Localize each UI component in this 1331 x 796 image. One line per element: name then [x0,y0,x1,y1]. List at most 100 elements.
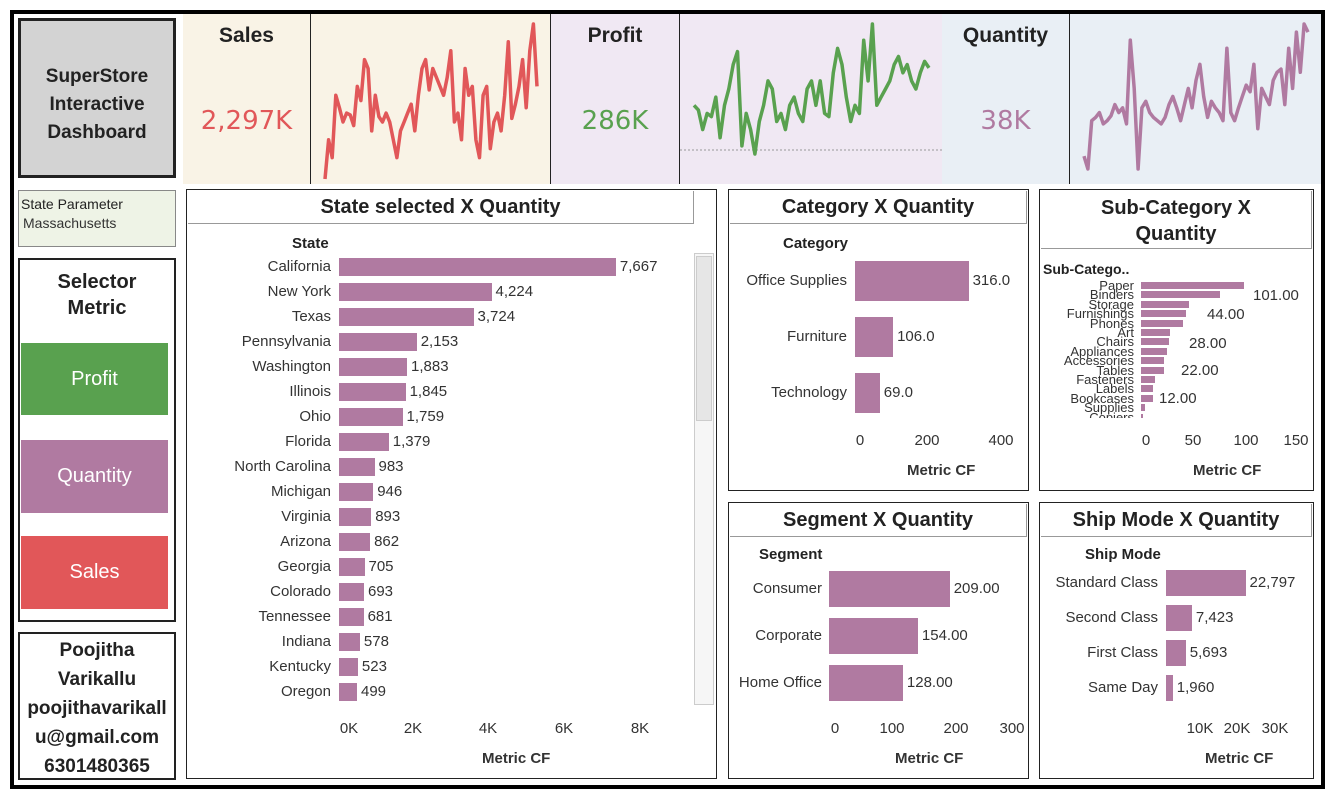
bar[interactable] [1141,357,1164,365]
bar[interactable] [1166,570,1246,596]
dashboard-title-line2: Interactive [49,94,145,115]
kpi-profit-card: Profit 286K [550,14,679,184]
selector-title-line1: Selector [57,271,137,293]
data-label: 2,153 [420,333,459,350]
bar[interactable] [829,618,918,654]
data-label: 128.00 [906,674,953,691]
row-label: Pennsylvania [241,333,331,350]
row-label: Tables [1096,362,1134,378]
bar[interactable] [339,633,360,651]
state-parameter-box[interactable]: State Parameter Massachusetts [18,190,176,247]
bar[interactable] [1166,640,1186,666]
shipmode-axis-title: Metric CF [1205,750,1274,767]
row-label: Indiana [281,633,331,650]
subcategory-title-line2: Quantity [1135,223,1217,245]
bar[interactable] [339,608,364,626]
x-tick-label: 10K [1186,720,1214,737]
row-label: Phones [1089,315,1134,331]
author-last-name: Varikallu [57,669,137,690]
bar[interactable] [1166,675,1173,701]
state-parameter-label: State Parameter [21,196,123,212]
kpi-quantity-value: 38K [980,106,1031,136]
bar[interactable] [829,571,950,607]
bar[interactable] [339,433,389,451]
bar[interactable] [339,483,374,501]
x-tick-label: 0 [1141,432,1151,449]
state-chart-scrollbar[interactable] [694,253,714,705]
x-tick-label: 200 [943,720,969,737]
sales-button[interactable]: Sales [21,536,168,609]
bar[interactable] [1141,319,1183,327]
x-tick-label: 0K [339,720,359,737]
bar[interactable] [829,665,903,701]
row-label: Washington [252,358,331,375]
x-tick-label: 150 [1283,432,1309,449]
bar[interactable] [1141,300,1190,308]
subcategory-axis-title: Metric CF [1193,462,1262,479]
bar[interactable] [339,258,616,276]
data-label: 1,379 [392,433,431,450]
bar[interactable] [1141,338,1169,346]
bar[interactable] [339,458,375,476]
bar[interactable] [339,583,364,601]
bar[interactable] [1141,366,1164,374]
bar[interactable] [1141,394,1154,402]
bar[interactable] [1166,605,1192,631]
bar[interactable] [1141,376,1156,383]
bar[interactable] [1141,310,1187,318]
data-label: 7,667 [619,258,658,275]
row-label: Texas [291,308,331,325]
bar[interactable] [339,333,417,351]
data-label: 106.0 [897,328,935,345]
bar[interactable] [855,261,969,301]
data-label: 1,883 [411,358,449,375]
quantity-sparkline [1082,22,1310,171]
row-label: Bookcases [1070,390,1134,406]
row-label: Georgia [277,558,331,575]
row-label: Ohio [299,408,331,425]
bar[interactable] [339,383,406,401]
row-label: Chairs [1096,334,1134,350]
quantity-button[interactable]: Quantity [21,440,168,513]
row-label: Standard Class [1055,574,1158,591]
row-label: Paper [1099,278,1134,293]
bar[interactable] [339,683,357,701]
x-tick-label: 30K [1261,720,1289,737]
bar[interactable] [339,658,358,676]
subcategory-title-line1: Sub-Category X [1100,197,1252,219]
bar[interactable] [855,317,894,357]
bar[interactable] [1141,329,1170,336]
bar[interactable] [1141,347,1167,355]
sales-sparkline [323,22,539,180]
bar[interactable] [1141,404,1146,412]
bar[interactable] [1141,282,1245,289]
data-label: 7,423 [1195,609,1234,626]
bar[interactable] [1141,385,1154,393]
data-label: 946 [377,483,403,500]
data-label: 705 [368,558,394,575]
bar[interactable] [339,358,407,376]
row-label: Furniture [786,328,847,345]
bar[interactable] [339,508,372,526]
state-parameter-value[interactable]: Massachusetts [23,215,117,231]
bar[interactable] [339,308,474,326]
data-label: 1,759 [406,408,445,425]
bar[interactable] [339,408,403,426]
row-label: Illinois [289,383,331,400]
row-label: Michigan [270,483,331,500]
data-label: 316.0 [972,272,1011,289]
bar[interactable] [1141,413,1143,418]
bar[interactable] [339,558,365,576]
bar[interactable] [339,283,492,301]
row-label: Home Office [738,674,822,691]
data-label: 69.0 [883,384,913,401]
row-label: California [267,258,331,275]
bar[interactable] [1141,291,1220,299]
dashboard-title-line3: Dashboard [47,122,147,143]
dashboard-title-line1: SuperStore [45,66,149,87]
scrollbar-thumb[interactable] [696,256,712,421]
bar[interactable] [855,373,880,413]
bar[interactable] [339,533,371,551]
profit-button[interactable]: Profit [21,343,168,415]
shipmode-chart-title: Ship Mode X Quantity [1041,504,1312,537]
